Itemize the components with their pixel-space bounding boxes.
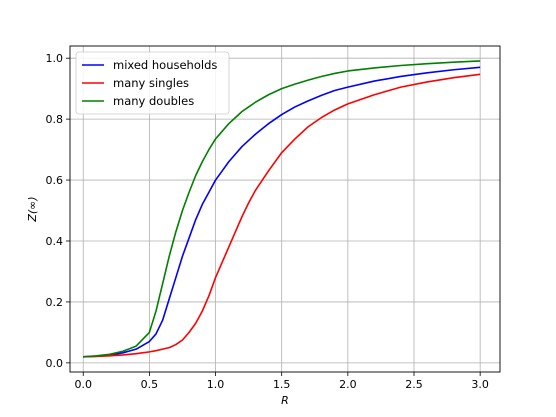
y-tick-label: 0.6 <box>46 174 64 187</box>
x-tick-label: 0.5 <box>141 378 159 391</box>
y-tick-label: 1.0 <box>46 52 64 65</box>
x-tick-label: 3.0 <box>471 378 489 391</box>
series-lines <box>83 60 481 358</box>
y-tick-label: 0.4 <box>46 235 64 248</box>
legend-label: mixed households <box>113 58 217 72</box>
x-axis-label: R <box>281 394 289 407</box>
series-line-many-doubles <box>83 60 481 358</box>
y-axis-label: Z(∞) <box>26 196 39 222</box>
x-tick-label: 2.0 <box>339 378 357 391</box>
x-tick-label: 1.0 <box>207 378 225 391</box>
legend: mixed households many singles many doubles <box>75 51 230 115</box>
y-tick-label: 0.0 <box>46 357 64 370</box>
legend-box <box>75 51 230 115</box>
series-line-mixed-households <box>83 66 481 358</box>
plot-frame <box>69 45 501 373</box>
x-axis-ticks: 0.0 0.5 1.0 1.5 2.0 2.5 3.0 <box>74 372 489 391</box>
y-axis-ticks: 0.0 0.2 0.4 0.6 0.8 1.0 <box>46 52 70 370</box>
y-tick-label: 0.2 <box>46 296 64 309</box>
x-tick-label: 1.5 <box>273 378 291 391</box>
series-line-many-singles <box>83 73 481 358</box>
legend-label: many doubles <box>113 94 194 108</box>
x-tick-label: 2.5 <box>405 378 423 391</box>
y-tick-label: 0.8 <box>46 113 64 126</box>
legend-label: many singles <box>113 76 189 90</box>
x-tick-label: 0.0 <box>74 378 92 391</box>
